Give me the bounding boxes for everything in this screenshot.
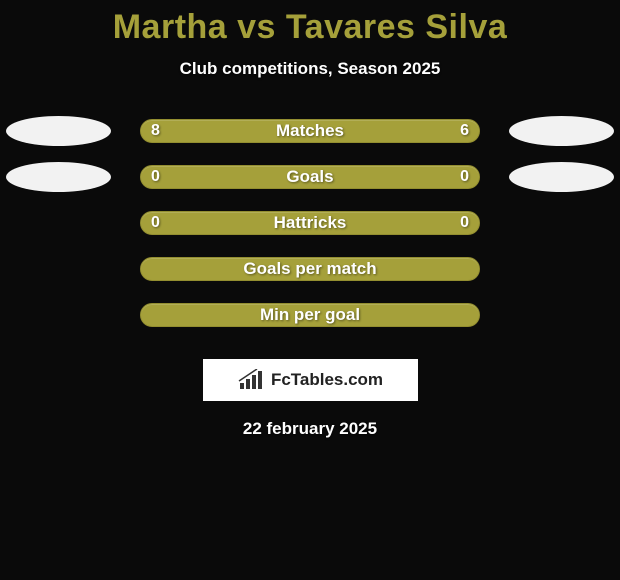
stat-value-left: 0 xyxy=(151,168,160,186)
footer-date: 22 february 2025 xyxy=(243,419,377,439)
stat-label: Matches xyxy=(276,121,344,141)
stat-label: Goals xyxy=(286,167,333,187)
player-right-marker xyxy=(509,162,614,192)
stat-row: 0 Goals 0 xyxy=(0,165,620,189)
page-title: Martha vs Tavares Silva xyxy=(113,8,508,47)
stat-row: Goals per match xyxy=(0,257,620,281)
stat-row: 8 Matches 6 xyxy=(0,119,620,143)
stat-label: Hattricks xyxy=(274,213,347,233)
stat-row: Min per goal xyxy=(0,303,620,327)
stat-bar: 0 Goals 0 xyxy=(140,165,480,189)
stat-label: Min per goal xyxy=(260,305,360,325)
logo-text: FcTables.com xyxy=(271,370,383,390)
player-left-marker xyxy=(6,116,111,146)
stat-value-right: 0 xyxy=(460,214,469,232)
stat-value-left: 8 xyxy=(151,122,160,140)
stat-bar: 8 Matches 6 xyxy=(140,119,480,143)
stat-bar: Goals per match xyxy=(140,257,480,281)
stat-value-left: 0 xyxy=(151,214,160,232)
stat-bar: 0 Hattricks 0 xyxy=(140,211,480,235)
comparison-chart: 8 Matches 6 0 Goals 0 0 Hattricks 0 Goals per mat… xyxy=(0,119,620,349)
stat-bar: Min per goal xyxy=(140,303,480,327)
stat-value-right: 0 xyxy=(460,168,469,186)
stat-row: 0 Hattricks 0 xyxy=(0,211,620,235)
player-left-marker xyxy=(6,162,111,192)
stat-value-right: 6 xyxy=(460,122,469,140)
stat-label: Goals per match xyxy=(243,259,376,279)
player-right-marker xyxy=(509,116,614,146)
footer-logo: FcTables.com xyxy=(203,359,418,401)
page-subtitle: Club competitions, Season 2025 xyxy=(180,59,441,79)
chart-icon xyxy=(237,369,265,391)
